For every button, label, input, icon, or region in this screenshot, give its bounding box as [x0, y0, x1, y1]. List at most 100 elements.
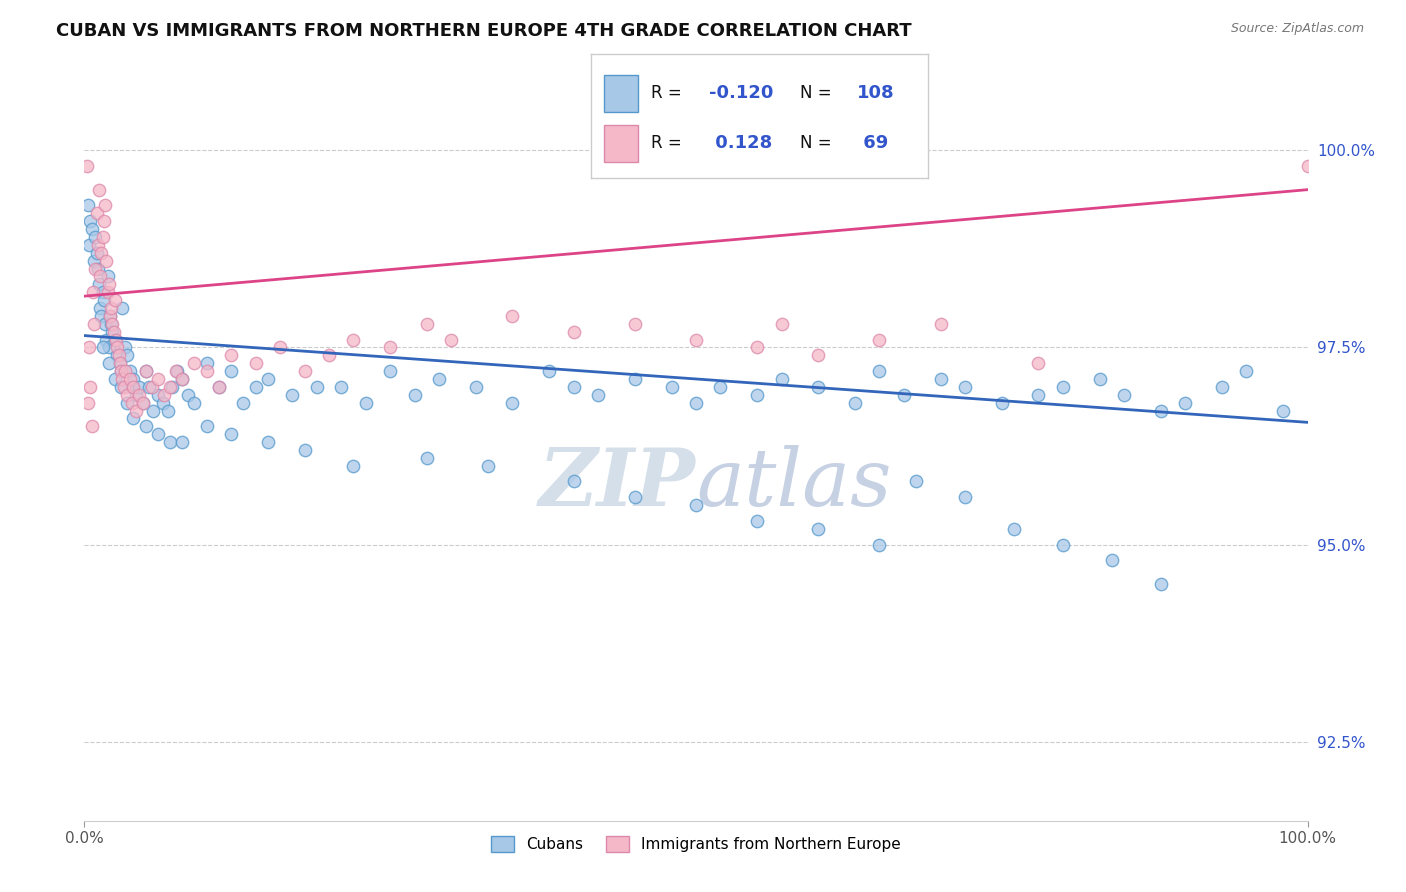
Text: 108: 108	[858, 85, 894, 103]
Text: -0.120: -0.120	[709, 85, 773, 103]
Point	[146, 372, 169, 386]
Point	[94, 198, 117, 212]
Point	[98, 309, 121, 323]
Point	[232, 395, 254, 409]
Point	[121, 395, 143, 409]
Text: 0.128: 0.128	[709, 135, 772, 153]
Point	[1174, 395, 1197, 409]
Point	[86, 245, 108, 260]
Point	[84, 230, 107, 244]
Point	[195, 356, 218, 370]
Point	[294, 442, 316, 457]
Point	[132, 395, 155, 409]
Point	[100, 301, 122, 315]
Point	[416, 450, 439, 465]
Point	[110, 364, 132, 378]
Point	[146, 388, 169, 402]
Text: 69: 69	[858, 135, 889, 153]
Point	[77, 395, 100, 409]
Point	[86, 206, 108, 220]
Point	[208, 380, 231, 394]
Point	[562, 475, 585, 489]
Point	[172, 435, 194, 450]
Point	[97, 285, 120, 300]
Legend: Cubans, Immigrants from Northern Europe: Cubans, Immigrants from Northern Europe	[485, 830, 907, 858]
Point	[685, 395, 707, 409]
Point	[142, 403, 165, 417]
Point	[294, 364, 316, 378]
Point	[76, 159, 98, 173]
Point	[80, 419, 103, 434]
Point	[83, 253, 105, 268]
Point	[1088, 372, 1111, 386]
Text: CUBAN VS IMMIGRANTS FROM NORTHERN EUROPE 4TH GRADE CORRELATION CHART: CUBAN VS IMMIGRANTS FROM NORTHERN EUROPE…	[56, 22, 912, 40]
Point	[1028, 356, 1050, 370]
Point	[661, 380, 683, 394]
Point	[1101, 553, 1123, 567]
Point	[342, 458, 364, 473]
Point	[869, 364, 891, 378]
Point	[121, 380, 143, 394]
Point	[586, 388, 609, 402]
Point	[82, 285, 104, 300]
Point	[165, 364, 187, 378]
Point	[709, 380, 731, 394]
Point	[477, 458, 499, 473]
Point	[172, 372, 194, 386]
Point	[1114, 388, 1136, 402]
Point	[807, 522, 830, 536]
Point	[177, 388, 200, 402]
Point	[118, 364, 141, 378]
Point	[105, 340, 128, 354]
Point	[94, 317, 117, 331]
Point	[538, 364, 561, 378]
Point	[1150, 577, 1173, 591]
Point	[132, 395, 155, 409]
Point	[111, 301, 134, 315]
Point	[747, 514, 769, 528]
Point	[104, 333, 127, 347]
Point	[195, 419, 218, 434]
Point	[105, 333, 128, 347]
Point	[118, 372, 141, 386]
Bar	[605, 75, 638, 112]
Point	[135, 364, 157, 378]
Point	[125, 403, 148, 417]
Point	[90, 309, 112, 323]
Point	[183, 395, 205, 409]
Point	[96, 253, 118, 268]
Point	[1236, 364, 1258, 378]
Point	[90, 245, 112, 260]
Point	[77, 340, 100, 354]
Point	[101, 325, 124, 339]
Point	[97, 277, 120, 292]
Point	[269, 340, 291, 354]
Point	[807, 380, 830, 394]
Point	[108, 356, 131, 370]
Point	[146, 427, 169, 442]
Point	[1296, 159, 1319, 173]
Point	[115, 388, 138, 402]
Point	[281, 388, 304, 402]
Point	[502, 395, 524, 409]
Point	[257, 435, 280, 450]
Point	[624, 372, 647, 386]
Text: ZIP: ZIP	[538, 445, 696, 522]
Point	[354, 395, 377, 409]
Point	[427, 372, 450, 386]
Point	[91, 285, 114, 300]
Text: Source: ZipAtlas.com: Source: ZipAtlas.com	[1230, 22, 1364, 36]
Point	[208, 380, 231, 394]
Point	[502, 309, 524, 323]
Point	[159, 435, 181, 450]
Point	[183, 356, 205, 370]
Point	[953, 490, 976, 504]
Point	[1002, 522, 1025, 536]
Point	[128, 380, 150, 394]
Point	[318, 348, 340, 362]
Point	[138, 380, 160, 394]
Point	[440, 333, 463, 347]
Point	[953, 380, 976, 394]
Point	[115, 348, 138, 362]
Point	[114, 364, 136, 378]
